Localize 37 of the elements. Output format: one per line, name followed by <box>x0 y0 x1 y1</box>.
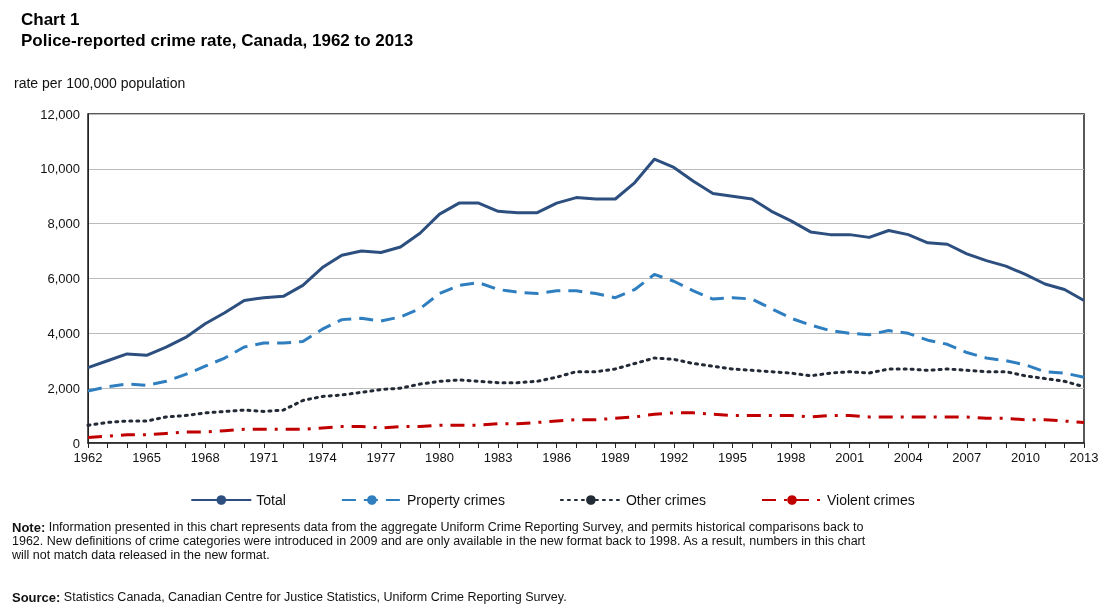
x-tick-label: 2004 <box>893 450 923 465</box>
legend-label: Other crimes <box>625 492 707 508</box>
x-tick-label: 1998 <box>776 450 806 465</box>
x-tick-label: 1968 <box>190 450 220 465</box>
y-axis-title: rate per 100,000 population <box>14 75 186 91</box>
x-tick-label: 1965 <box>132 450 162 465</box>
y-tick-label: 12,000 <box>40 106 80 122</box>
y-tick-label: 8,000 <box>47 216 80 232</box>
x-tick-label: 1980 <box>425 450 454 465</box>
x-tick-label: 2013 <box>1069 450 1099 465</box>
legend-label: Property crimes <box>406 492 505 508</box>
y-tick-label: 6,000 <box>47 271 80 286</box>
chart-subtitle: Police-reported crime rate, Canada, 1962 to 2013 <box>21 31 414 50</box>
x-tick-label: 2001 <box>835 450 865 465</box>
x-tick-label: 1983 <box>483 450 513 465</box>
source-note: Source: Statistics Canada, Canadian Centre for Justice Statistics, Uniform Crime Reporting Survey. <box>12 589 567 605</box>
legend-label: Violent crimes <box>827 492 915 508</box>
text: Note: Information presented in this chart represents data from the aggregate Uniform Crime Reporting Survey, and permits historical comparisons back to 1962. New definitions of crime categories were introduced in 2009 and are only available in the new format back to 1998. As a result, numbers in this chart will not match data released in the new format. <box>11 519 869 562</box>
legend-label: Total <box>256 492 286 508</box>
y-tick-label: 2,000 <box>47 380 80 396</box>
line-series <box>86 157 1086 370</box>
line-series <box>86 411 1086 440</box>
x-tick-label: 1989 <box>600 450 630 465</box>
y-tick-label: 4,000 <box>47 325 80 341</box>
x-tick-label: 1977 <box>366 450 396 465</box>
x-tick-label: 2010 <box>1010 450 1040 465</box>
x-tick-label: 1995 <box>718 450 747 465</box>
x-tick-label: 1971 <box>249 450 279 465</box>
y-tick-label: 10,000 <box>40 161 80 177</box>
x-tick-label: 1992 <box>659 450 689 465</box>
line-series <box>86 272 1086 393</box>
x-tick-label: 1986 <box>542 450 572 465</box>
x-tick-label: 1962 <box>73 450 103 465</box>
x-tick-label: 1974 <box>307 450 337 465</box>
y-tick-label: 0 <box>72 435 80 451</box>
chart-title: Chart 1 <box>21 10 80 29</box>
x-tick-label: 2007 <box>952 450 982 465</box>
